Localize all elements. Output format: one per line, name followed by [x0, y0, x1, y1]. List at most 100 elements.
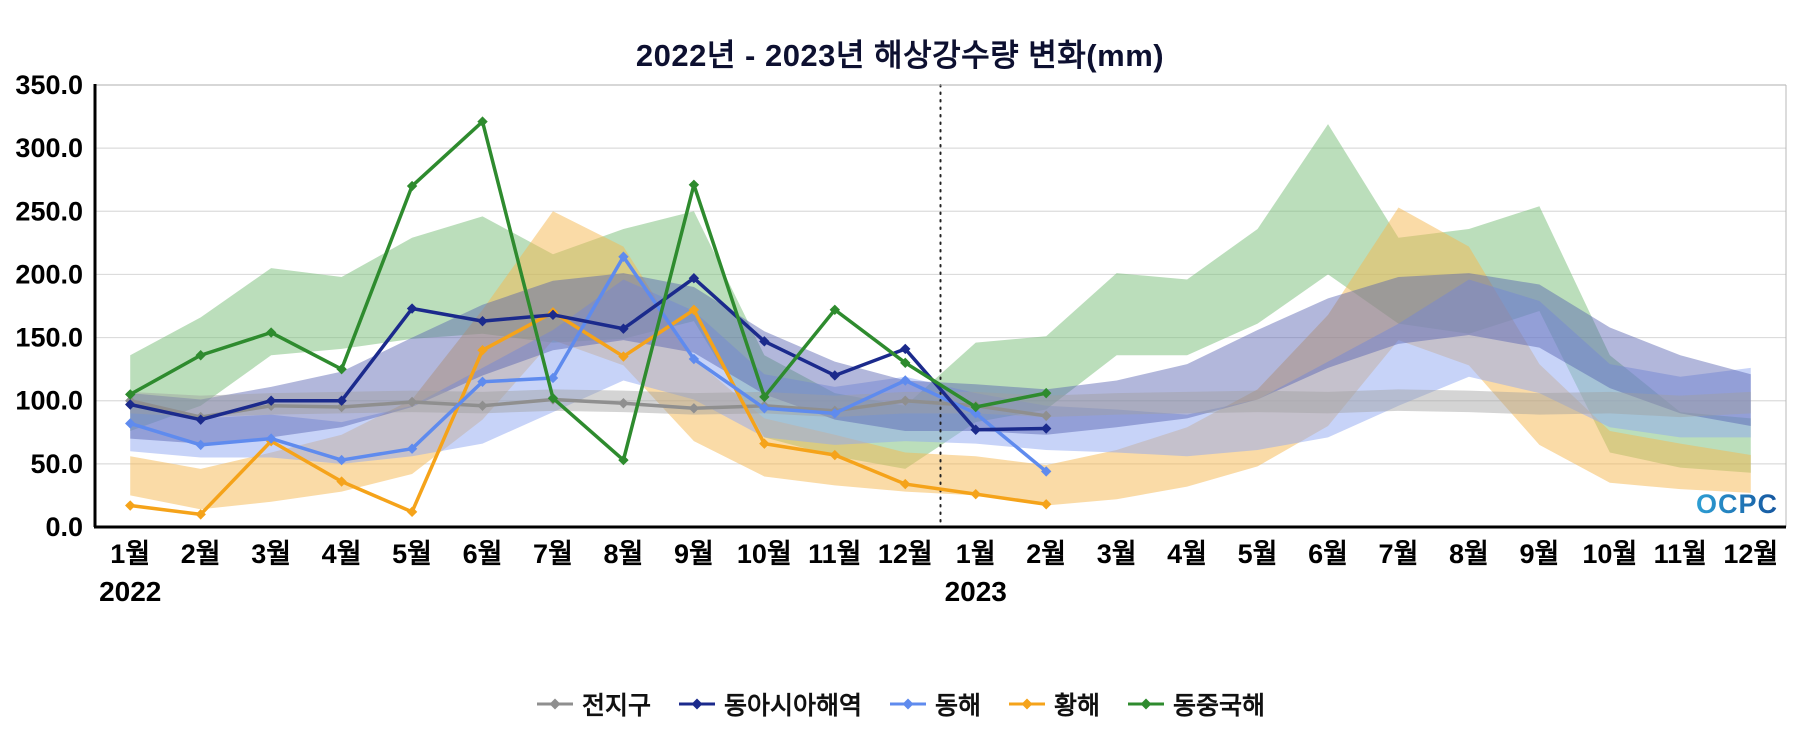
marker-2	[970, 408, 981, 419]
marker-4	[829, 304, 841, 315]
x-tick-label: 7월	[1379, 539, 1419, 569]
marker-2	[477, 376, 488, 387]
marker-4	[688, 179, 700, 190]
legend-item-3: 황해	[1007, 686, 1100, 722]
x-tick-label: 6월	[463, 539, 503, 569]
marker-4	[618, 454, 629, 466]
chart-title: 2022년 - 2023년 해상강수량 변화(mm)	[635, 38, 1165, 73]
x-tick-label: 2월	[181, 539, 221, 569]
line-3	[128, 308, 1048, 517]
y-tick-label: 250.0	[15, 196, 83, 226]
x-tick-label: 9월	[1519, 539, 1559, 569]
marker-2	[125, 418, 136, 429]
marker-1	[900, 343, 911, 355]
marker-1	[195, 414, 206, 425]
marker-3	[406, 506, 418, 518]
x-tick-label: 6월	[1308, 539, 1348, 569]
x-tick-label: 1월	[110, 539, 150, 569]
marker-1	[829, 370, 841, 381]
marker-0	[688, 403, 700, 414]
marker-1	[618, 323, 629, 334]
marker-3	[688, 304, 700, 315]
marker-3	[336, 476, 347, 487]
legend-label-0: 전지구	[581, 692, 651, 720]
marker-1	[406, 303, 418, 314]
marker-3	[970, 488, 981, 500]
year-label: 2022	[99, 576, 161, 607]
marker-4	[547, 392, 559, 404]
marker-3	[195, 509, 206, 520]
x-tick-label: 12월	[878, 539, 933, 569]
marker-2	[759, 403, 770, 414]
marker-0	[900, 395, 911, 406]
marker-3	[829, 449, 841, 461]
legend-label-2: 동해	[934, 692, 981, 720]
marker-0	[618, 398, 629, 409]
marker-4	[1040, 387, 1052, 399]
marker-4	[477, 116, 488, 127]
line-2	[128, 254, 1048, 474]
marker-1	[336, 395, 347, 406]
marker-2	[618, 251, 629, 262]
legend-label-1: 동아시아해역	[723, 692, 862, 720]
marker-2	[900, 375, 911, 386]
y-tick-label: 350.0	[15, 70, 83, 100]
legend-item-2: 동해	[888, 686, 981, 722]
marker-1	[688, 273, 700, 284]
marker-2	[688, 353, 700, 365]
marker-1	[477, 315, 488, 327]
y-tick-label: 0.0	[45, 512, 83, 542]
x-tick-label: 1월	[956, 539, 996, 569]
x-tick-label: 10월	[1582, 539, 1637, 569]
line-0	[128, 397, 1048, 419]
x-tick-label: 11월	[808, 539, 861, 569]
marker-4	[265, 327, 277, 338]
legend-label-4: 동중국해	[1173, 692, 1266, 720]
marker-1	[970, 424, 981, 435]
legend: 전지구 동아시아해역 동해 황해 동중국해	[0, 686, 1800, 722]
band-3	[130, 207, 1751, 510]
x-tick-label: 9월	[674, 539, 714, 569]
legend-marker-icon	[889, 698, 926, 710]
x-tick-label: 5월	[1238, 539, 1278, 569]
x-tick-label: 5월	[392, 539, 432, 569]
marker-2	[195, 439, 206, 451]
marker-1	[265, 395, 277, 406]
y-tick-label: 100.0	[15, 386, 83, 416]
marker-2	[336, 454, 347, 466]
legend-item-0: 전지구	[535, 686, 651, 722]
y-tick-label: 150.0	[15, 323, 83, 353]
x-tick-label: 4월	[322, 539, 362, 569]
marker-3	[900, 478, 911, 490]
x-tick-label: 3월	[1097, 539, 1137, 569]
y-tick-label: 300.0	[15, 133, 83, 163]
x-tick-label: 12월	[1723, 539, 1778, 569]
marker-0	[406, 396, 418, 408]
marker-4	[759, 391, 770, 403]
legend-label-3: 황해	[1054, 692, 1101, 720]
x-tick-label: 8월	[604, 539, 644, 569]
marker-1	[1040, 423, 1052, 434]
marker-4	[125, 389, 136, 400]
legend-marker-icon	[678, 698, 715, 710]
x-tick-label: 4월	[1167, 539, 1207, 569]
year-label: 2023	[945, 576, 1007, 607]
legend-item-1: 동아시아해역	[677, 686, 862, 722]
marker-3	[1040, 499, 1052, 510]
x-tick-label: 10월	[737, 539, 792, 569]
y-tick-label: 50.0	[30, 449, 83, 479]
marker-1	[125, 399, 136, 410]
legend-marker-icon	[1128, 698, 1165, 710]
marker-2	[547, 372, 559, 384]
legend-item-4: 동중국해	[1126, 686, 1265, 722]
marker-3	[125, 500, 136, 511]
marker-1	[547, 309, 559, 321]
x-tick-label: 11월	[1654, 539, 1707, 569]
marker-2	[1040, 466, 1052, 477]
marker-0	[477, 400, 488, 411]
marker-2	[829, 408, 841, 419]
marker-4	[336, 363, 347, 375]
marker-0	[1040, 410, 1052, 422]
